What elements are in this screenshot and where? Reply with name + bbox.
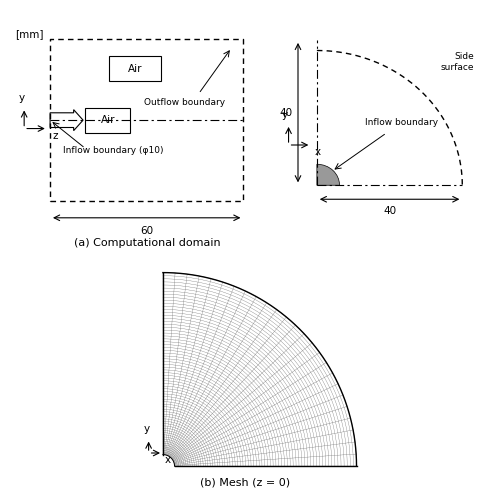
Text: Air: Air <box>101 115 115 125</box>
Text: 40: 40 <box>383 206 396 216</box>
Bar <box>85 108 130 132</box>
Text: y: y <box>19 94 25 104</box>
Text: [mm]: [mm] <box>15 29 43 39</box>
Bar <box>109 56 161 82</box>
Text: (a) Computational domain: (a) Computational domain <box>74 238 220 248</box>
Text: Inflow boundary (φ10): Inflow boundary (φ10) <box>63 146 164 155</box>
Text: z: z <box>53 130 58 140</box>
Text: Outflow boundary: Outflow boundary <box>144 98 225 107</box>
Text: y: y <box>282 110 288 120</box>
Wedge shape <box>317 164 340 185</box>
Text: (b) Mesh (z = 0): (b) Mesh (z = 0) <box>200 478 291 488</box>
FancyArrow shape <box>50 110 83 130</box>
Text: Inflow boundary: Inflow boundary <box>365 118 438 126</box>
Text: y: y <box>143 424 149 434</box>
Text: 40: 40 <box>279 108 292 118</box>
Text: x: x <box>165 455 171 465</box>
Text: 60: 60 <box>140 226 153 236</box>
Text: Air: Air <box>128 64 142 74</box>
Text: Side
surface: Side surface <box>440 52 474 72</box>
Text: x: x <box>315 147 321 157</box>
